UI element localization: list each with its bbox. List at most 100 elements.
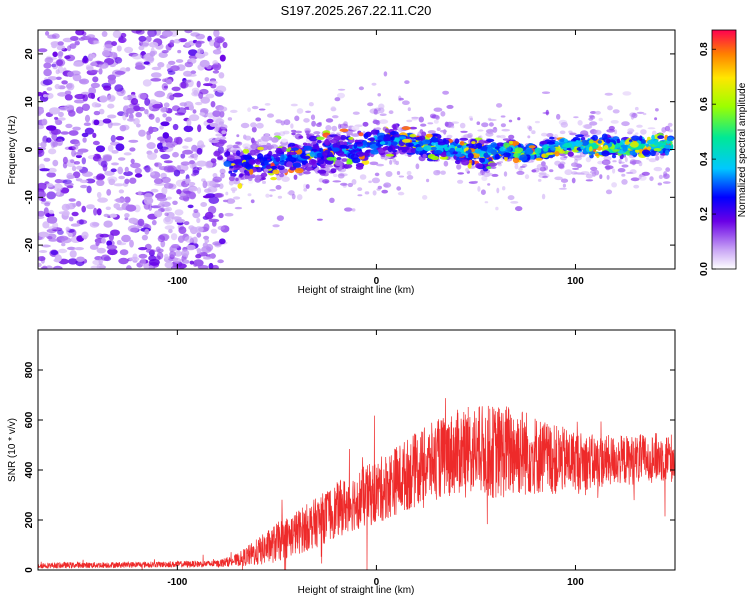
spectrogram-cell [192,109,197,114]
spectrogram-cell [481,122,489,128]
spectrogram-cell [501,128,511,132]
spectrogram-cell [490,142,498,148]
spectrogram-cell [303,183,307,189]
spectrogram-cell [133,118,140,125]
spectrogram-cell [302,142,308,146]
spectrogram-cell [189,260,194,265]
spectrogram-cell [272,169,280,175]
spectrogram-cell [409,134,417,138]
spectrogram-cell [271,154,278,158]
spectrogram-cell [148,126,154,134]
spectrogram-cell [424,139,431,143]
spectrogram-cell [50,41,60,47]
spectrogram-cell [218,72,225,79]
spectrogram-cell [263,160,269,166]
spectrogram-cell [107,176,118,183]
spectrogram-cell [70,36,79,41]
spectrogram-cell [590,111,597,114]
spectrogram-cell [339,135,347,140]
spectrogram-cell [654,117,658,121]
spectrogram-cell [260,172,268,178]
spectrogram-cell [385,153,395,157]
spectrogram-cell [137,190,142,196]
spectrogram-cell [477,186,481,192]
spectrogram-cell [89,53,96,59]
spectrogram-cell [545,109,549,116]
spectrogram-cell [630,141,639,148]
spectrogram-cell [484,201,489,204]
spectrogram-cell [577,120,583,126]
spectrogram-cell [144,165,151,173]
spectrogram-cell [325,118,334,123]
spectrogram-cell [629,161,636,165]
spectrogram-cell [280,154,285,160]
spectrogram-cell [159,200,166,205]
spectrogram-cell [597,140,602,144]
spectrogram-cell [397,191,405,196]
spectrogram-cell [480,189,486,195]
spectrogram-cell [364,191,370,195]
spectrogram-cell [86,34,96,39]
spectrogram-cell [110,168,117,173]
spectrogram-cell [180,161,191,166]
spectrogram-cell [398,175,405,178]
spectrogram-cell [359,174,367,180]
spectrogram-cell [573,116,579,119]
spectrogram-cell [171,86,181,92]
spectrogram-cell [485,131,494,137]
spectrogram-cell [228,180,234,186]
spectrogram-cell [542,111,550,115]
spectrogram-cell [362,121,369,127]
spectrogram-cell [216,37,224,44]
spectrogram-cell [178,169,185,174]
spectrogram-cell [559,130,566,135]
spectrogram-cell [233,164,240,168]
spectrogram-cell [196,80,201,88]
spectrogram-cell [633,184,640,189]
spectrogram-cell [138,92,147,100]
spectrogram-cell [188,114,200,122]
spectrogram-cell [324,138,329,145]
spectrogram-cell [392,124,397,130]
spectrogram-cell [148,258,160,266]
spectrogram-cell [73,99,85,104]
spectrogram-cell [244,135,252,141]
spectrogram-cell [270,165,278,170]
spectrogram-cell [376,163,384,167]
spectrogram-cell [161,30,173,37]
spectrogram-cell [101,31,108,37]
spectrogram-cell [48,148,57,155]
spectrogram-cell [518,167,523,172]
spectrogram-cell [140,39,150,48]
spectrogram-cell [580,146,584,150]
spectrogram-cell [334,159,342,167]
spectrogram-cell [93,207,98,216]
spectrogram-cell [621,179,628,185]
spectrogram-cell [179,81,189,89]
snr-y-tick-label: 200 [24,511,35,528]
spectrogram-cell [81,31,87,37]
spectrogram-cell [384,157,388,161]
spectrogram-cell [275,185,282,190]
spectrogram-cell [211,264,219,269]
spectrogram-cell [500,123,506,128]
spectrogram-cell [147,152,158,160]
spectrogram-cell [457,172,465,175]
spectrogram-cell [54,254,62,262]
spectrogram-cell [337,88,346,91]
spectrogram-cell [259,141,268,146]
spectrogram-cell [574,163,581,168]
spectrogram-cell [40,141,47,149]
spectrogram-cell [477,129,484,132]
spectrogram-cell [210,253,216,259]
spectrogram-cell [571,177,576,184]
spectrogram-cell [160,146,169,150]
colorbar-ticks: 0.0 0.2 0.4 0.6 0.8 [699,42,716,276]
spectrogram-cell [224,212,234,217]
spectrogram-cell [487,183,491,186]
spectrogram-cell [250,137,255,144]
spectrogram-cell [242,154,250,159]
spectrogram-cell [554,140,560,146]
spectrogram-cell [180,153,186,159]
spectrogram-cell [188,186,198,192]
